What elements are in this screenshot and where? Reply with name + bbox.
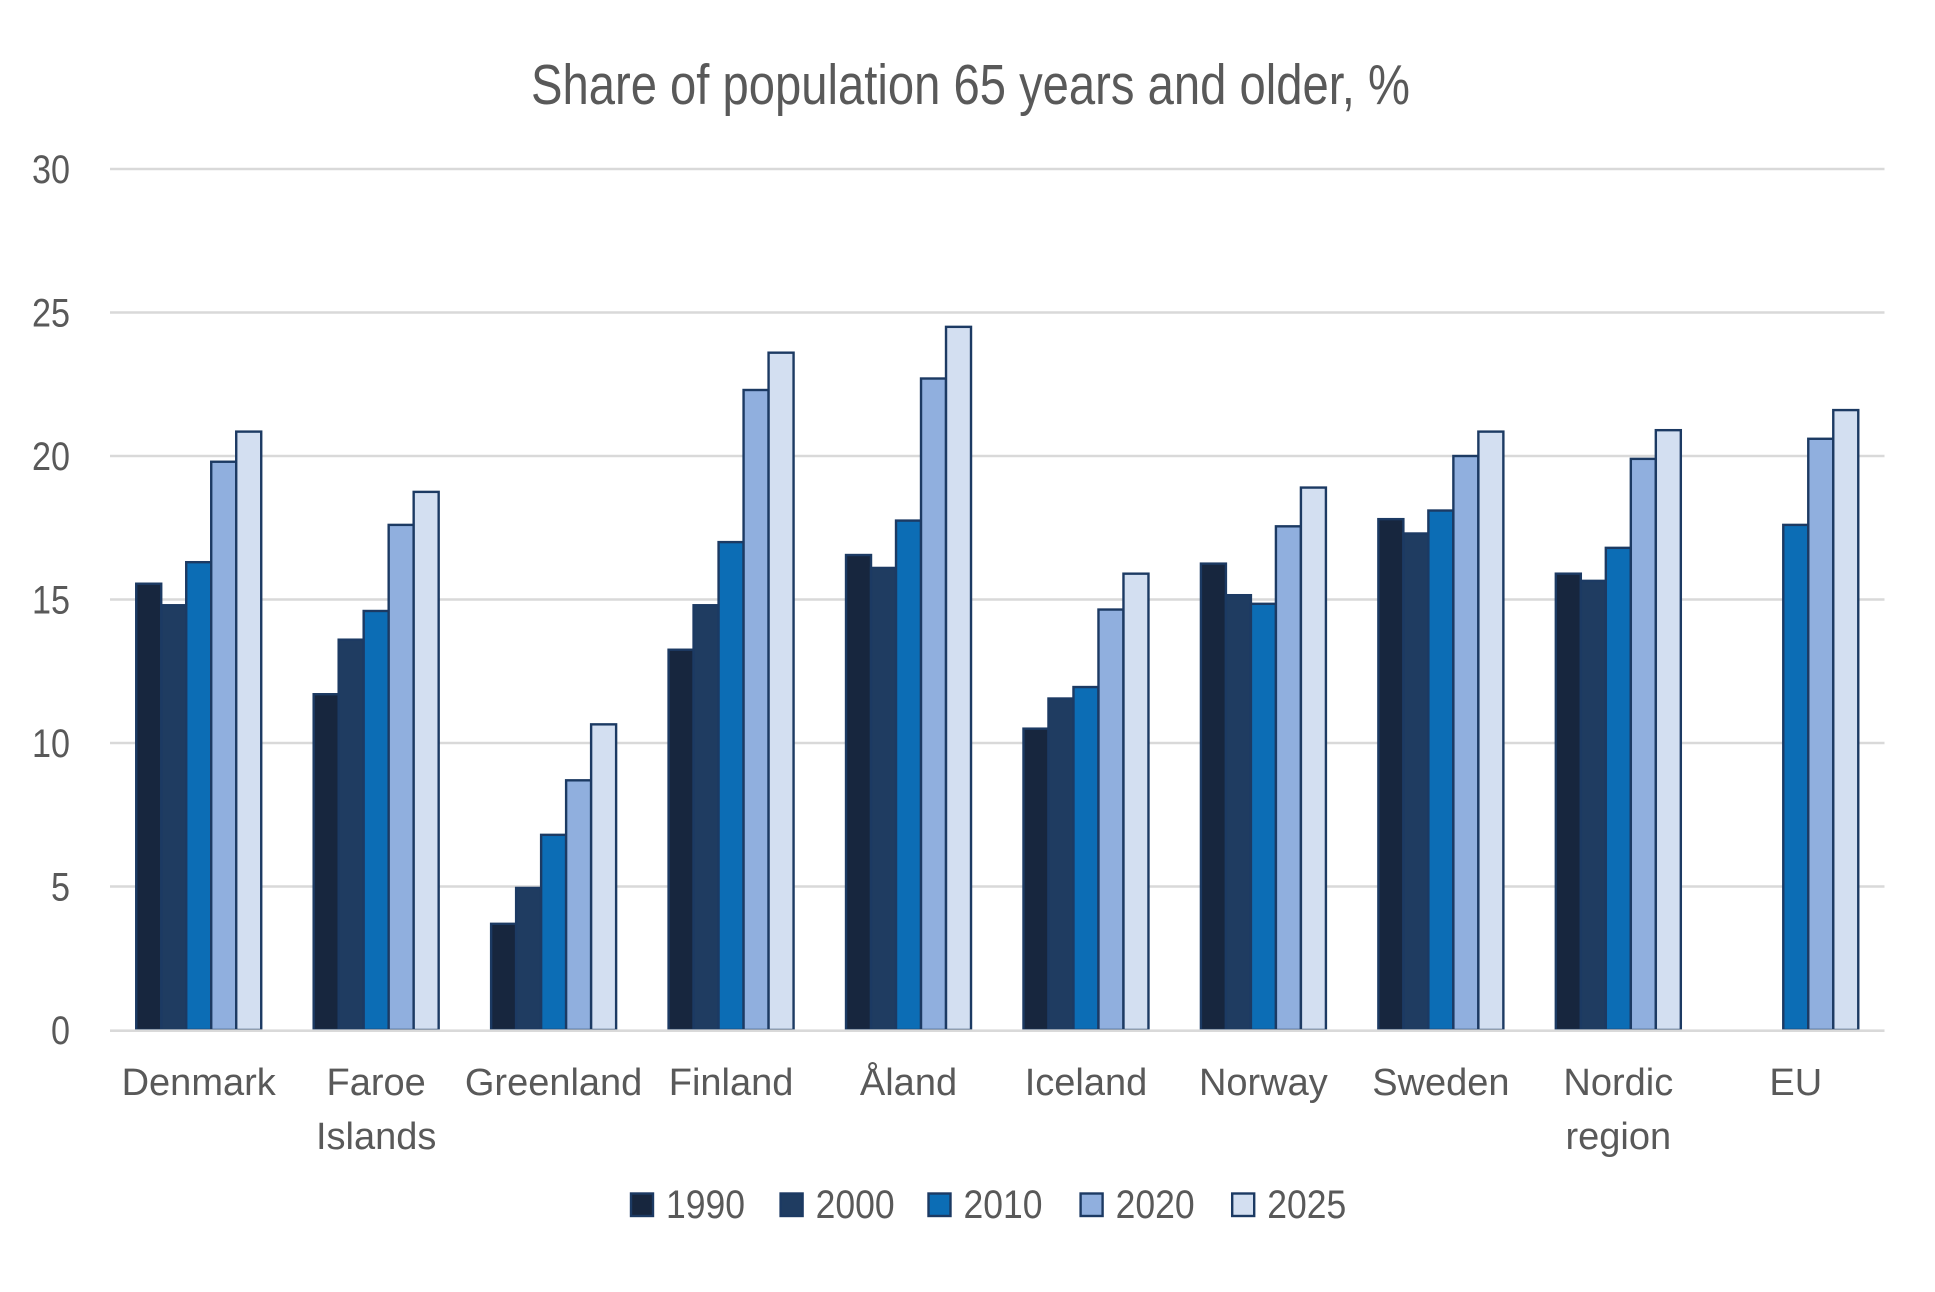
svg-text:Nordic: Nordic [1563, 1062, 1673, 1104]
svg-text:region: region [1565, 1116, 1671, 1158]
svg-text:Islands: Islands [316, 1116, 436, 1158]
svg-text:Faroe: Faroe [327, 1062, 426, 1104]
svg-text:2000: 2000 [816, 1183, 895, 1227]
svg-text:2025: 2025 [1267, 1183, 1346, 1227]
svg-text:15: 15 [32, 579, 70, 623]
svg-text:Iceland: Iceland [1025, 1062, 1148, 1104]
svg-text:Åland: Åland [860, 1060, 957, 1104]
svg-text:2020: 2020 [1116, 1183, 1195, 1227]
svg-text:Norway: Norway [1199, 1062, 1328, 1104]
svg-text:10: 10 [32, 722, 70, 766]
svg-text:EU: EU [1769, 1062, 1822, 1104]
svg-text:1990: 1990 [666, 1183, 745, 1227]
svg-text:Finland: Finland [669, 1062, 794, 1104]
svg-text:0: 0 [51, 1009, 70, 1053]
svg-text:25: 25 [32, 292, 70, 336]
svg-text:30: 30 [32, 148, 70, 192]
svg-text:Sweden: Sweden [1372, 1062, 1509, 1104]
svg-text:Greenland: Greenland [465, 1062, 642, 1104]
svg-text:5: 5 [51, 866, 70, 910]
svg-text:Denmark: Denmark [122, 1062, 277, 1104]
svg-text:20: 20 [32, 435, 70, 479]
svg-text:Share of population 65 years a: Share of population 65 years and older, … [531, 53, 1410, 117]
svg-text:2010: 2010 [964, 1183, 1043, 1227]
